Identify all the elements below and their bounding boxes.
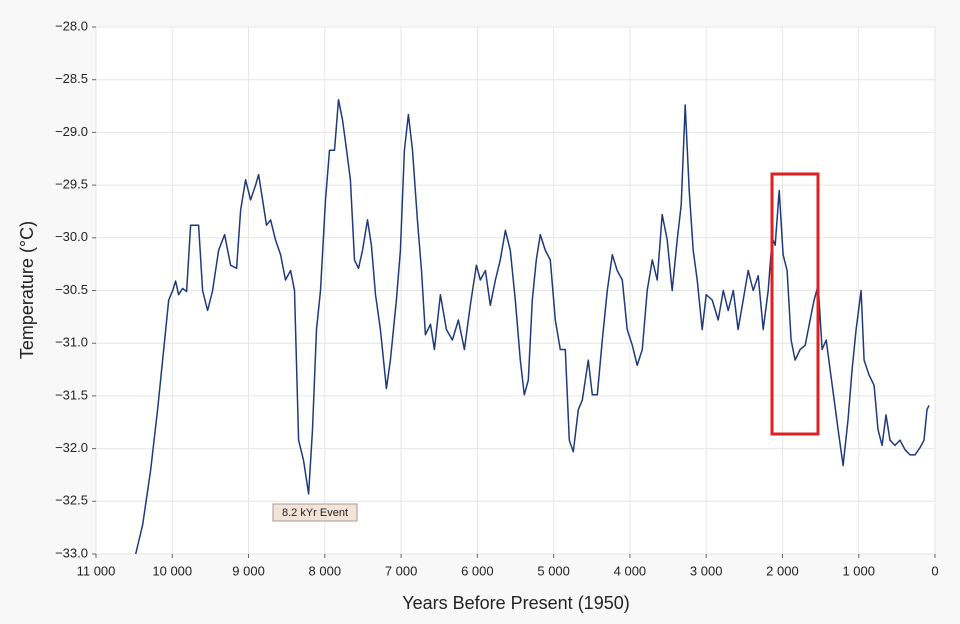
x-tick-label: 3 000 [690,563,723,578]
x-axis-title: Years Before Present (1950) [402,593,629,613]
y-tick-label: −31.5 [55,387,88,402]
x-tick-label: 11 000 [77,563,116,578]
y-tick-label: −29.0 [55,124,88,139]
highlight-box [770,172,820,436]
x-tick-label: 2 000 [766,563,799,578]
y-tick-label: −29.5 [55,177,88,192]
annotation: 8.2 kYr Event [282,507,348,519]
x-tick-label: 1 000 [842,563,875,578]
y-tick-label: −31.0 [55,335,88,350]
y-tick-label: −28.0 [55,18,88,33]
x-tick-label: 6 000 [461,563,494,578]
y-tick-label: −30.5 [55,282,88,297]
x-tick-label: 0 [931,563,938,578]
x-tick-label: 5 000 [537,563,570,578]
annotation-box [272,503,358,522]
y-tick-label: −28.5 [55,71,88,86]
data-line [134,98,930,555]
x-tick-label: 8 000 [309,563,342,578]
x-tick-label: 7 000 [385,563,418,578]
x-tick-label: 10 000 [152,563,192,578]
y-axis-title: Temperature (°C) [17,221,37,359]
x-tick-label: 9 000 [232,563,265,578]
y-tick-label: −33.0 [55,545,88,560]
x-tick-label: 4 000 [614,563,647,578]
y-tick-label: −30.0 [55,229,88,244]
y-tick-label: −32.0 [55,440,88,455]
y-tick-label: −32.5 [55,493,88,508]
